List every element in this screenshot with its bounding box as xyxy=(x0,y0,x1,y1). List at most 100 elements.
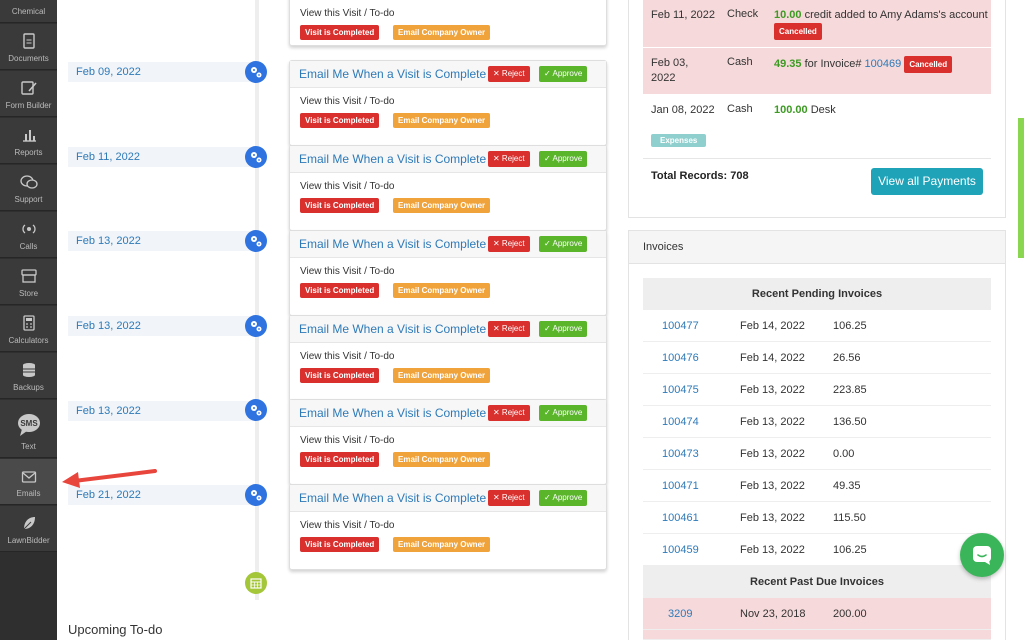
invoice-date: Feb 13, 2022 xyxy=(740,544,805,556)
invoice-amount: 106.25 xyxy=(833,544,867,556)
sidebar-item-reports[interactable]: Reports xyxy=(0,118,57,164)
invoice-row: 100459 Feb 13, 2022 106.25 xyxy=(643,534,991,566)
divider xyxy=(643,158,991,159)
sidebar-item-form-builder[interactable]: Form Builder xyxy=(0,71,57,117)
invoice-link[interactable]: 100469 xyxy=(864,58,902,70)
card-title-link[interactable]: Email Me When a Visit is Complete xyxy=(299,237,487,251)
invoice-date: Feb 13, 2022 xyxy=(740,416,805,428)
email-owner-badge: Email Company Owner xyxy=(393,452,491,467)
scrollbar[interactable] xyxy=(1018,118,1024,258)
approve-button[interactable]: ✓ Approve xyxy=(539,490,588,506)
card-title-link[interactable]: Email Me When a Visit is Complete xyxy=(299,67,487,81)
payment-method: Cash xyxy=(727,103,753,115)
email-owner-badge: Email Company Owner xyxy=(393,198,491,213)
invoice-amount: 106.25 xyxy=(833,320,867,332)
payment-date: Feb 11, 2022 xyxy=(651,9,716,21)
email-owner-badge: Email Company Owner xyxy=(393,537,491,552)
sidebar-item-emails[interactable]: Emails xyxy=(0,459,57,505)
card-title-link[interactable]: Email Me When a Visit is Complete xyxy=(299,491,487,505)
sidebar-item-documents[interactable]: Documents xyxy=(0,24,57,70)
invoice-number-link[interactable]: 100474 xyxy=(662,416,699,428)
invoice-date: Feb 13, 2022 xyxy=(740,480,805,492)
invoice-number-link[interactable]: 3209 xyxy=(668,608,693,620)
gears-icon xyxy=(245,61,267,83)
approve-button[interactable]: ✓ Approve xyxy=(539,321,588,337)
invoice-number-link[interactable]: 100459 xyxy=(662,544,699,556)
gears-icon xyxy=(245,399,267,421)
cancelled-label: Cancelled xyxy=(904,56,953,73)
invoice-row: 100475 Feb 13, 2022 223.85 xyxy=(643,374,991,406)
view-visit-text: View this Visit / To-do xyxy=(300,266,395,277)
sidebar-item-backups[interactable]: Backups xyxy=(0,353,57,399)
card-header: Email Me When a Visit is Complete ✕ Reje… xyxy=(290,231,606,258)
sidebar-item-calculators[interactable]: Calculators xyxy=(0,306,57,352)
approve-button[interactable]: ✓ Approve xyxy=(539,151,588,167)
svg-text:SMS: SMS xyxy=(20,419,38,428)
invoice-number-link[interactable]: 100471 xyxy=(662,480,699,492)
sidebar-item-support[interactable]: Support xyxy=(0,165,57,211)
view-all-payments-button[interactable]: View all Payments xyxy=(871,168,983,195)
invoice-row: 3209 Nov 23, 2018 200.00 xyxy=(643,598,991,630)
reject-button[interactable]: ✕ Reject xyxy=(488,405,530,421)
reject-button[interactable]: ✕ Reject xyxy=(488,236,530,252)
chat-launcher-button[interactable] xyxy=(960,533,1004,577)
envelope-icon xyxy=(21,471,36,483)
sidebar-item-label: Emails xyxy=(16,489,41,498)
sidebar-item-text[interactable]: SMS Text xyxy=(0,400,57,458)
visit-completed-badge: Visit is Completed xyxy=(300,283,380,298)
invoice-amount: 26.56 xyxy=(833,352,861,364)
invoice-number-link[interactable]: 100461 xyxy=(662,512,699,524)
approve-button[interactable]: ✓ Approve xyxy=(539,66,588,82)
card-title-link[interactable]: Email Me When a Visit is Complete xyxy=(299,322,487,336)
chat-icon xyxy=(973,546,991,565)
timeline-card: Email Me When a Visit is Complete ✕ Reje… xyxy=(289,145,607,231)
invoice-row: 100476 Feb 14, 2022 26.56 xyxy=(643,342,991,374)
invoice-row: 100473 Feb 13, 2022 0.00 xyxy=(643,438,991,470)
invoice-number-link[interactable]: 100476 xyxy=(662,352,699,364)
sidebar-item-label: Form Builder xyxy=(5,101,52,110)
payment-desc-text: Desk xyxy=(810,104,836,116)
annotation-arrow xyxy=(62,469,157,488)
invoice-number-link[interactable]: 100473 xyxy=(662,448,699,460)
card-header: Email Me When a Visit is Complete ✕ Reje… xyxy=(290,146,606,173)
card-header: Email Me When a Visit is Complete ✕ Reje… xyxy=(290,316,606,343)
visit-completed-badge: Visit is Completed xyxy=(300,113,380,128)
payment-amount: 100.00 xyxy=(774,104,808,116)
reject-button[interactable]: ✕ Reject xyxy=(488,321,530,337)
invoice-date: Feb 14, 2022 xyxy=(740,320,805,332)
card-header: Email Me When a Visit is Complete ✕ Reje… xyxy=(290,485,606,512)
sidebar-item-lawnbidder[interactable]: LawnBidder xyxy=(0,506,57,552)
reject-button[interactable]: ✕ Reject xyxy=(488,66,530,82)
gears-icon xyxy=(245,230,267,252)
approve-button[interactable]: ✓ Approve xyxy=(539,405,588,421)
expenses-label: Expenses xyxy=(651,134,707,147)
invoice-amount: 0.00 xyxy=(833,448,855,460)
cancelled-label: Cancelled xyxy=(774,23,822,40)
store-icon xyxy=(20,269,37,283)
leaf-icon xyxy=(23,517,35,530)
phone-signal-icon xyxy=(21,224,36,234)
approve-button[interactable]: ✓ Approve xyxy=(539,236,588,252)
reject-button[interactable]: ✕ Reject xyxy=(488,490,530,506)
timeline-card: Email Me When a Visit is Complete ✕ Reje… xyxy=(289,399,607,485)
sidebar-item-chemical[interactable]: Chemical xyxy=(0,0,57,23)
sidebar-item-calls[interactable]: Calls xyxy=(0,212,57,258)
visit-completed-badge: Visit is Completed xyxy=(300,368,380,383)
visit-completed-badge: Visit is Completed xyxy=(300,537,380,552)
reject-button[interactable]: ✕ Reject xyxy=(488,151,530,167)
invoice-date: Nov 23, 2018 xyxy=(740,608,806,620)
card-title-link[interactable]: Email Me When a Visit is Complete xyxy=(299,152,487,166)
invoice-number-link[interactable]: 100475 xyxy=(662,384,699,396)
invoice-number-link[interactable]: 100477 xyxy=(662,320,699,332)
document-icon xyxy=(22,33,35,49)
card-title-link[interactable]: Email Me When a Visit is Complete xyxy=(299,406,487,420)
timeline-card: View this Visit / To-do Visit is Complet… xyxy=(289,0,607,46)
sms-icon: SMS xyxy=(17,414,40,436)
sidebar-item-store[interactable]: Store xyxy=(0,259,57,305)
calculator-icon xyxy=(22,315,35,331)
sidebar-item-label: Calculators xyxy=(8,336,49,345)
sidebar-item-label: Reports xyxy=(14,148,43,157)
invoice-amount: 136.50 xyxy=(833,416,867,428)
sidebar-item-label: Store xyxy=(18,289,39,298)
payment-method: Cash xyxy=(727,56,753,68)
